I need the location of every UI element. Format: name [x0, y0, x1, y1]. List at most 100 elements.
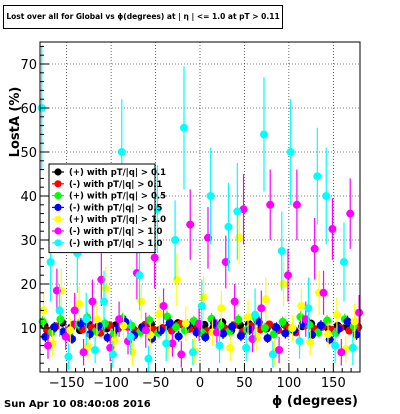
data-point	[75, 299, 84, 308]
data-point	[56, 315, 65, 324]
data-point	[181, 319, 190, 328]
data-point	[305, 320, 314, 329]
data-point	[46, 258, 55, 266]
data-point	[162, 339, 171, 348]
data-point	[165, 318, 174, 327]
legend-swatch-marker	[54, 239, 62, 247]
legend-entry-label: (-) with pT/|q| > 0.1	[69, 180, 163, 190]
data-point	[137, 297, 146, 306]
data-point	[188, 348, 197, 357]
x-tick-label: −150	[49, 376, 85, 391]
title-box: Lost over all for Global vs ϕ(degrees) a…	[3, 5, 283, 29]
data-point	[172, 323, 180, 332]
data-point	[316, 321, 325, 330]
data-point	[128, 347, 137, 356]
legend-swatch-marker	[54, 168, 62, 176]
data-point	[346, 209, 355, 218]
x-tick-label: −50	[142, 376, 169, 391]
timestamp-footer: Sun Apr 10 08:40:08 2016	[4, 399, 151, 410]
data-point	[115, 315, 124, 324]
data-point	[328, 225, 337, 233]
x-tick-label: 100	[276, 376, 301, 391]
x-tick-label: −100	[93, 376, 129, 391]
data-point	[308, 331, 316, 340]
data-point	[292, 200, 301, 209]
chart-title: Lost over all for Global vs ϕ(degrees) a…	[6, 12, 280, 21]
data-point	[334, 324, 343, 333]
data-point	[332, 310, 341, 319]
data-point	[234, 315, 243, 324]
data-point	[76, 319, 85, 328]
data-point	[215, 341, 224, 350]
data-point	[323, 316, 332, 325]
data-point	[295, 337, 304, 346]
data-point	[82, 315, 91, 324]
data-point	[197, 302, 206, 310]
data-point	[100, 297, 108, 306]
data-point	[313, 172, 322, 181]
data-point	[288, 324, 297, 332]
data-point	[55, 306, 64, 315]
data-point	[150, 253, 159, 262]
legend-swatch-marker	[54, 227, 62, 235]
data-point	[100, 319, 109, 328]
data-point	[192, 328, 201, 337]
data-point	[350, 317, 359, 326]
legend-entry-label: (+) with pT/|q| > 0.1	[69, 168, 166, 178]
data-point	[281, 329, 290, 338]
series-6	[44, 169, 364, 368]
data-point	[155, 309, 164, 318]
data-point	[277, 247, 286, 255]
data-point	[106, 343, 115, 352]
data-point	[331, 341, 340, 350]
data-point	[88, 297, 97, 306]
legend-swatch-marker	[54, 180, 62, 188]
legend-entry-label: (-) with pT/|q| > 1.0	[69, 239, 163, 249]
data-point	[91, 346, 100, 354]
data-point	[199, 293, 208, 302]
legend-entry-label: (+) with pT/|q| > 1.0	[69, 215, 166, 225]
data-point	[85, 330, 94, 339]
legend-swatch-marker	[54, 203, 62, 211]
data-point	[61, 332, 70, 341]
data-point	[163, 312, 172, 321]
data-point	[278, 317, 287, 326]
data-point	[108, 350, 117, 359]
data-point	[254, 318, 263, 327]
data-point	[314, 328, 323, 337]
legend-entry-label: (-) with pT/|q| > 0.5	[69, 203, 163, 213]
data-point	[206, 192, 215, 200]
legend: (+) with pT/|q| > 0.1 (-) with pT/|q| > 0…	[48, 163, 166, 254]
data-point	[263, 334, 272, 343]
y-tick-label: 10	[20, 322, 37, 337]
data-point	[217, 304, 226, 313]
data-point	[230, 297, 239, 306]
data-point	[279, 280, 288, 288]
data-point	[204, 233, 212, 242]
data-point	[244, 313, 252, 321]
y-tick-label: 50	[20, 146, 37, 161]
data-point	[272, 323, 281, 332]
data-point	[352, 330, 361, 339]
data-point	[171, 236, 180, 244]
data-point	[319, 288, 328, 297]
data-point	[221, 258, 230, 266]
data-point	[44, 341, 52, 350]
data-point	[228, 322, 236, 331]
data-point	[156, 326, 165, 335]
data-point	[301, 315, 310, 324]
data-point	[103, 333, 112, 342]
data-point	[248, 335, 257, 343]
data-point	[216, 321, 225, 330]
data-point	[70, 306, 79, 315]
data-point	[306, 338, 315, 347]
x-tick-label: 0	[196, 376, 204, 391]
data-point	[266, 200, 275, 209]
legend-entry-label: (+) with pT/|q| > 0.5	[69, 192, 166, 202]
data-point	[110, 336, 119, 345]
data-point	[236, 331, 245, 340]
data-point	[92, 315, 101, 324]
data-point	[64, 352, 73, 361]
x-axis-label: ϕ (degrees)	[272, 394, 358, 409]
